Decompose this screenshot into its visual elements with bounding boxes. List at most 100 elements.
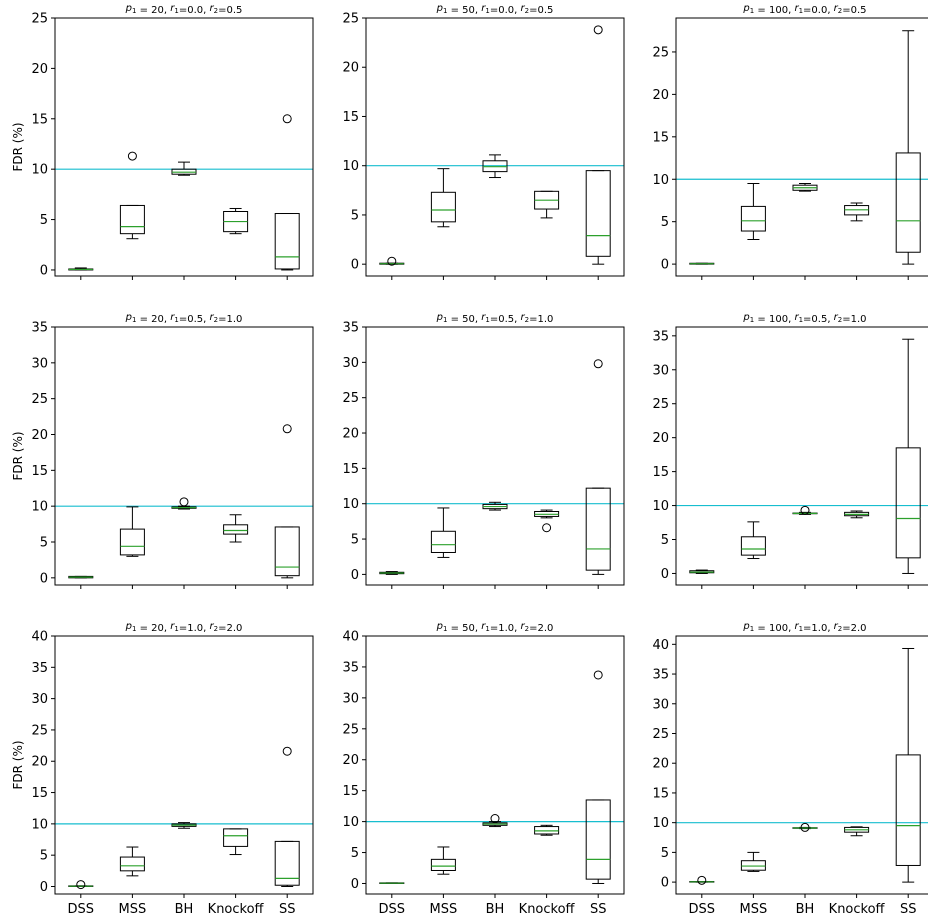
y-tick-label: 10	[342, 815, 359, 830]
y-axis-label: FDR (%)	[11, 740, 25, 789]
outlier-point	[593, 670, 603, 680]
box-iqr	[895, 447, 921, 559]
y-tick-label: 40	[31, 630, 48, 645]
y-tick-label: 25	[652, 45, 669, 60]
y-tick-label: 5	[351, 208, 359, 223]
panel-title-part: =2.0	[529, 623, 553, 634]
panel-title-part: 1	[443, 316, 447, 324]
box-iqr	[119, 204, 145, 235]
y-tick-label: 0	[351, 258, 359, 273]
panel-title-part: 1	[799, 316, 803, 324]
panel-title-part: p	[436, 312, 443, 323]
panel-title-part: r	[794, 312, 799, 323]
x-tick-label: Knockoff	[829, 902, 886, 917]
box-iqr	[585, 170, 611, 257]
panel-title-part: = 100,	[754, 314, 794, 325]
y-tick-label: 10	[652, 499, 669, 514]
outlier-point	[800, 822, 810, 832]
x-tick-label: MSS	[740, 902, 768, 917]
y-tick-label: 20	[652, 88, 669, 103]
panel-title-part: 1	[485, 316, 489, 324]
panel-title-part: 1	[132, 7, 136, 15]
panel-title-part: =1.0	[842, 314, 866, 325]
y-tick-label: 20	[342, 61, 359, 76]
x-tick-label: DSS	[379, 902, 406, 917]
y-tick-label: 15	[31, 112, 48, 127]
y-tick-label: 0	[661, 567, 669, 582]
y-tick-label: 10	[31, 163, 48, 178]
panel-title-part: =1.0,	[490, 623, 521, 634]
panel-title-part: = 50,	[447, 314, 481, 325]
y-tick-label: 20	[31, 755, 48, 770]
y-tick-label: 15	[31, 464, 48, 479]
y-tick-label: 35	[652, 668, 669, 683]
panel-title-part: p	[436, 621, 443, 632]
panel-title-part: 1	[485, 625, 489, 633]
panel-title-part: r	[210, 621, 215, 632]
panel-title-part: 1	[443, 625, 447, 633]
panel-title-part: r	[794, 621, 799, 632]
box-iqr	[274, 840, 300, 886]
y-tick-label: 0	[661, 876, 669, 891]
panel-title-part: 1	[485, 7, 489, 15]
axes-frame	[675, 635, 928, 895]
panel-title: p1 = 20, r1=0.0, r2=0.5	[125, 3, 243, 16]
x-tick-label: SS	[590, 902, 607, 917]
panel-title-part: r	[834, 312, 839, 323]
x-tick-label: Knockoff	[519, 902, 576, 917]
panel-title-part: p	[125, 3, 132, 14]
box-iqr	[223, 524, 249, 535]
y-tick-label: 15	[652, 130, 669, 145]
x-tick-label: BH	[175, 902, 194, 917]
panel-title-part: 2	[525, 7, 529, 15]
y-tick-label: 35	[652, 329, 669, 344]
panel-title-part: r	[170, 621, 175, 632]
panel-title-part: = 100,	[754, 623, 794, 634]
panel-title-part: = 20,	[136, 623, 170, 634]
y-tick-label: 30	[652, 363, 669, 378]
panel-title-part: =1.0	[529, 314, 553, 325]
y-tick-label: 10	[31, 500, 48, 515]
panel-title-part: 2	[214, 625, 218, 633]
y-tick-label: 15	[652, 786, 669, 801]
y-tick-label: 15	[31, 786, 48, 801]
panel-title-part: 1	[174, 316, 178, 324]
panel-title-part: r	[834, 3, 839, 14]
y-tick-label: 5	[661, 533, 669, 548]
panel-title: p1 = 20, r1=0.5, r2=1.0	[125, 312, 243, 325]
outlier-point	[593, 359, 603, 369]
y-tick-label: 0	[351, 568, 359, 583]
panel-title-part: =0.5,	[490, 314, 521, 325]
panel-title-part: 1	[750, 316, 754, 324]
panel-title-part: 1	[750, 625, 754, 633]
axes-frame	[365, 326, 625, 586]
y-tick-label: 15	[652, 465, 669, 480]
box-iqr	[585, 799, 611, 880]
outlier-point	[800, 505, 810, 515]
y-tick-label: 25	[342, 391, 359, 406]
box-iqr	[223, 828, 249, 847]
panel-title-part: 1	[799, 625, 803, 633]
x-tick-label: BH	[796, 902, 815, 917]
y-tick-label: 25	[31, 392, 48, 407]
y-tick-label: 25	[31, 12, 48, 27]
x-tick-label: DSS	[689, 902, 716, 917]
box-iqr	[119, 856, 145, 872]
panel-title: p1 = 50, r1=0.5, r2=1.0	[436, 312, 554, 325]
y-tick-label: 10	[342, 497, 359, 512]
y-tick-label: 5	[40, 849, 48, 864]
panel-title-part: 1	[750, 7, 754, 15]
x-tick-label: SS	[900, 902, 917, 917]
axes-frame	[365, 17, 625, 277]
y-tick-label: 30	[342, 691, 359, 706]
axes-frame	[675, 17, 928, 277]
y-tick-label: 15	[342, 462, 359, 477]
panel-title-part: r	[521, 621, 526, 632]
y-tick-label: 35	[342, 660, 359, 675]
panel-title-part: r	[481, 3, 486, 14]
